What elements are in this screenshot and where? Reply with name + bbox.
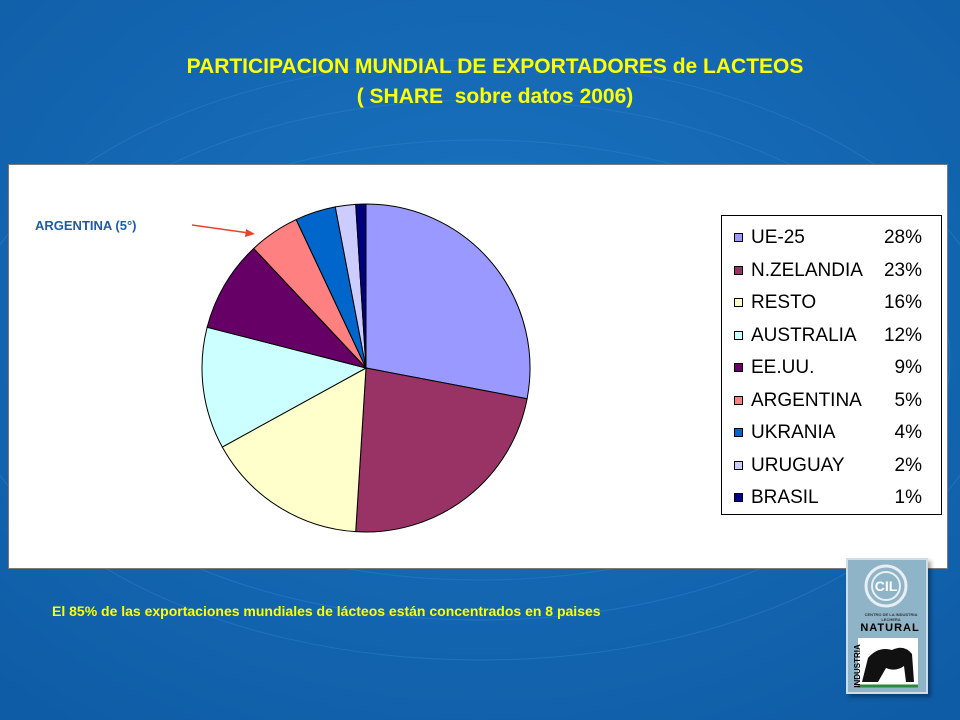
- logo-small-text: CENTRO DE LA INDUSTRIA LECHERA: [864, 612, 918, 622]
- chart-legend: UE-25 28% N.ZELANDIA 23% RESTO 16% AUSTRALIA 12…: [721, 215, 942, 515]
- logo-vertical-text: INDUSTRIA: [853, 644, 862, 688]
- legend-label: BRASIL: [751, 487, 819, 508]
- legend-label: AUSTRALIA: [751, 324, 857, 346]
- legend-item: BRASIL 1%: [734, 487, 934, 509]
- svg-text:CIL: CIL: [875, 578, 898, 594]
- legend-swatch: [734, 493, 743, 502]
- legend-swatch: [734, 363, 743, 372]
- legend-label: N.ZELANDIA: [751, 259, 863, 281]
- argentina-annotation: ARGENTINA (5°): [35, 218, 137, 233]
- pie-slice-n-zelandia: [355, 367, 528, 533]
- chart-panel: ARGENTINA (5°) UE-25 28% N.ZELANDIA 23% REST…: [8, 164, 948, 569]
- legend-item: URUGUAY 2%: [734, 455, 934, 477]
- legend-label: EE.UU.: [751, 357, 815, 378]
- legend-item: RESTO 16%: [734, 292, 934, 314]
- pie-slice-resto: [221, 367, 367, 533]
- logo-brand: NATURAL: [860, 622, 920, 634]
- legend-value: 2%: [894, 454, 922, 476]
- pie-slice-brasil: [355, 203, 367, 369]
- legend-value: 5%: [894, 389, 922, 411]
- legend-swatch: [734, 265, 743, 275]
- legend-value: 9%: [894, 357, 922, 378]
- legend-label: UKRANIA: [751, 422, 836, 443]
- footnote: El 85% de las exportaciones mundiales de…: [52, 603, 601, 619]
- legend-label: UE-25: [751, 227, 805, 248]
- legend-item: UKRANIA 4%: [734, 422, 934, 444]
- logo-emblem-icon: CIL: [858, 564, 918, 688]
- legend-value: 23%: [883, 259, 922, 281]
- pie-slice-australia: [201, 326, 368, 448]
- legend-item: N.ZELANDIA 23%: [734, 260, 934, 282]
- legend-swatch: [734, 395, 743, 405]
- title-line-1: PARTICIPACION MUNDIAL DE EXPORTADORES de…: [186, 55, 804, 78]
- title-line-2: ( SHARE sobre datos 2006): [356, 85, 634, 108]
- legend-value: 16%: [883, 292, 922, 313]
- pie-slice-ee-uu: [206, 247, 368, 369]
- legend-value: 1%: [894, 487, 922, 508]
- pie-slice-ue-25: [365, 203, 531, 400]
- legend-item: ARGENTINA 5%: [734, 390, 934, 412]
- legend-item: AUSTRALIA 12%: [734, 325, 934, 347]
- argentina-arrow-icon: [191, 224, 255, 237]
- legend-value: 28%: [883, 227, 922, 248]
- legend-swatch: [734, 233, 743, 242]
- chart-title: PARTICIPACION MUNDIAL DE EXPORTADORES de…: [0, 52, 960, 112]
- legend-swatch: [734, 330, 743, 340]
- legend-item: EE.UU. 9%: [734, 357, 934, 379]
- legend-swatch: [734, 298, 743, 307]
- legend-value: 4%: [894, 422, 922, 443]
- legend-label: URUGUAY: [751, 454, 845, 476]
- pie-chart: [191, 203, 531, 533]
- legend-label: ARGENTINA: [751, 389, 862, 411]
- legend-item: UE-25 28%: [734, 227, 934, 249]
- legend-swatch: [734, 460, 743, 470]
- legend-value: 12%: [883, 324, 922, 346]
- legend-label: RESTO: [751, 292, 817, 313]
- legend-swatch: [734, 428, 743, 437]
- cil-logo: CIL CENTRO DE LA INDUSTRIA LECHERA NATUR…: [846, 558, 928, 694]
